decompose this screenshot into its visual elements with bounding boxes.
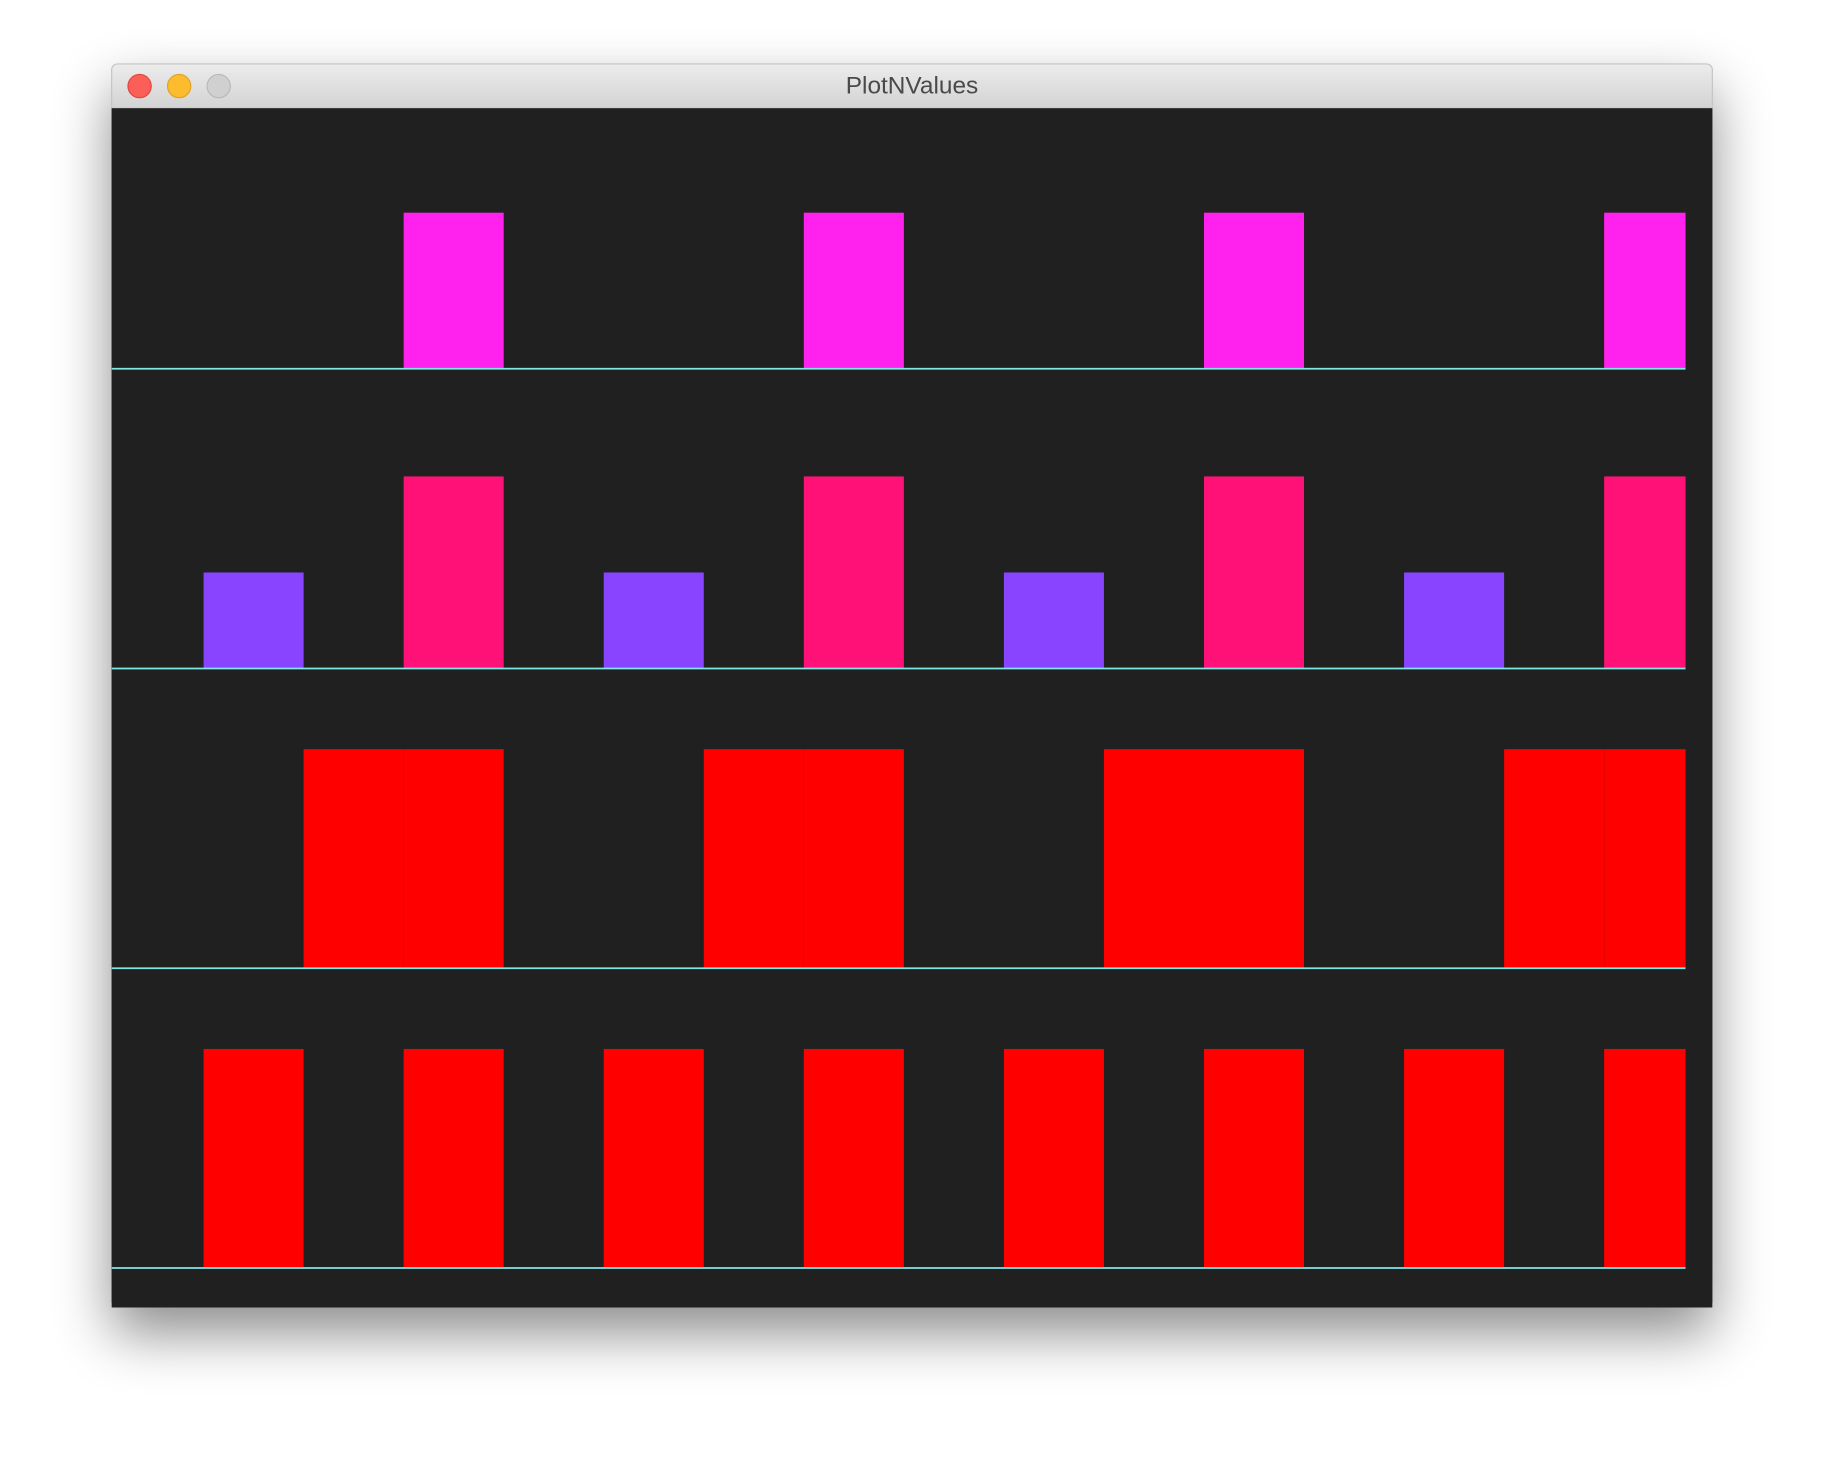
bar (403, 212, 504, 369)
bar (1604, 749, 1686, 969)
bar (1404, 1048, 1505, 1269)
bar (803, 212, 904, 369)
bar (1404, 572, 1505, 669)
bar (1203, 1048, 1305, 1269)
bar (603, 572, 704, 669)
plots (111, 212, 1686, 1269)
bar (603, 1048, 704, 1269)
window-title: PlotNValues (846, 73, 979, 100)
bar (803, 476, 904, 669)
bar (403, 476, 504, 669)
bar (1203, 476, 1305, 669)
bar (1003, 572, 1104, 669)
close-button[interactable] (127, 73, 152, 99)
bar (403, 749, 504, 969)
bar (203, 572, 304, 669)
bar (1604, 476, 1686, 669)
bar (1203, 212, 1305, 369)
bar (803, 749, 904, 969)
bar (1604, 212, 1686, 369)
bar (403, 1048, 504, 1269)
bar (1504, 749, 1605, 969)
minimize-button[interactable] (166, 73, 192, 99)
zoom-button[interactable] (206, 73, 231, 99)
bar (703, 749, 804, 969)
bar (303, 749, 404, 969)
bar (1604, 1048, 1686, 1269)
bar (1003, 1048, 1104, 1269)
bar (1103, 749, 1204, 969)
bar (1203, 749, 1305, 969)
bar (803, 1048, 904, 1269)
bar (203, 1048, 304, 1269)
